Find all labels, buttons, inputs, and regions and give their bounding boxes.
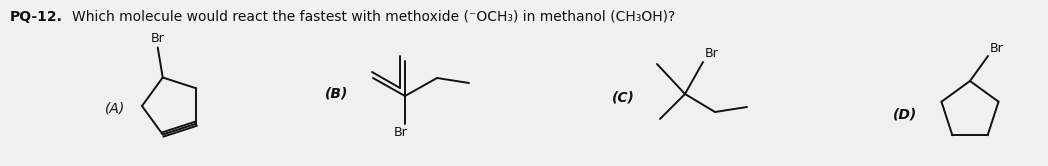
Text: (B): (B) <box>325 87 348 101</box>
Text: Which molecule would react the fastest with methoxide (⁻OCH₃) in methanol (CH₃OH: Which molecule would react the fastest w… <box>72 10 675 24</box>
Text: (C): (C) <box>612 91 635 105</box>
Text: (A): (A) <box>105 101 126 115</box>
Text: Br: Br <box>151 33 165 45</box>
Text: PQ-12.: PQ-12. <box>10 10 63 24</box>
Text: Br: Br <box>990 42 1004 55</box>
Text: (D): (D) <box>893 107 917 121</box>
Text: Br: Br <box>705 47 719 60</box>
Text: Br: Br <box>394 126 408 139</box>
